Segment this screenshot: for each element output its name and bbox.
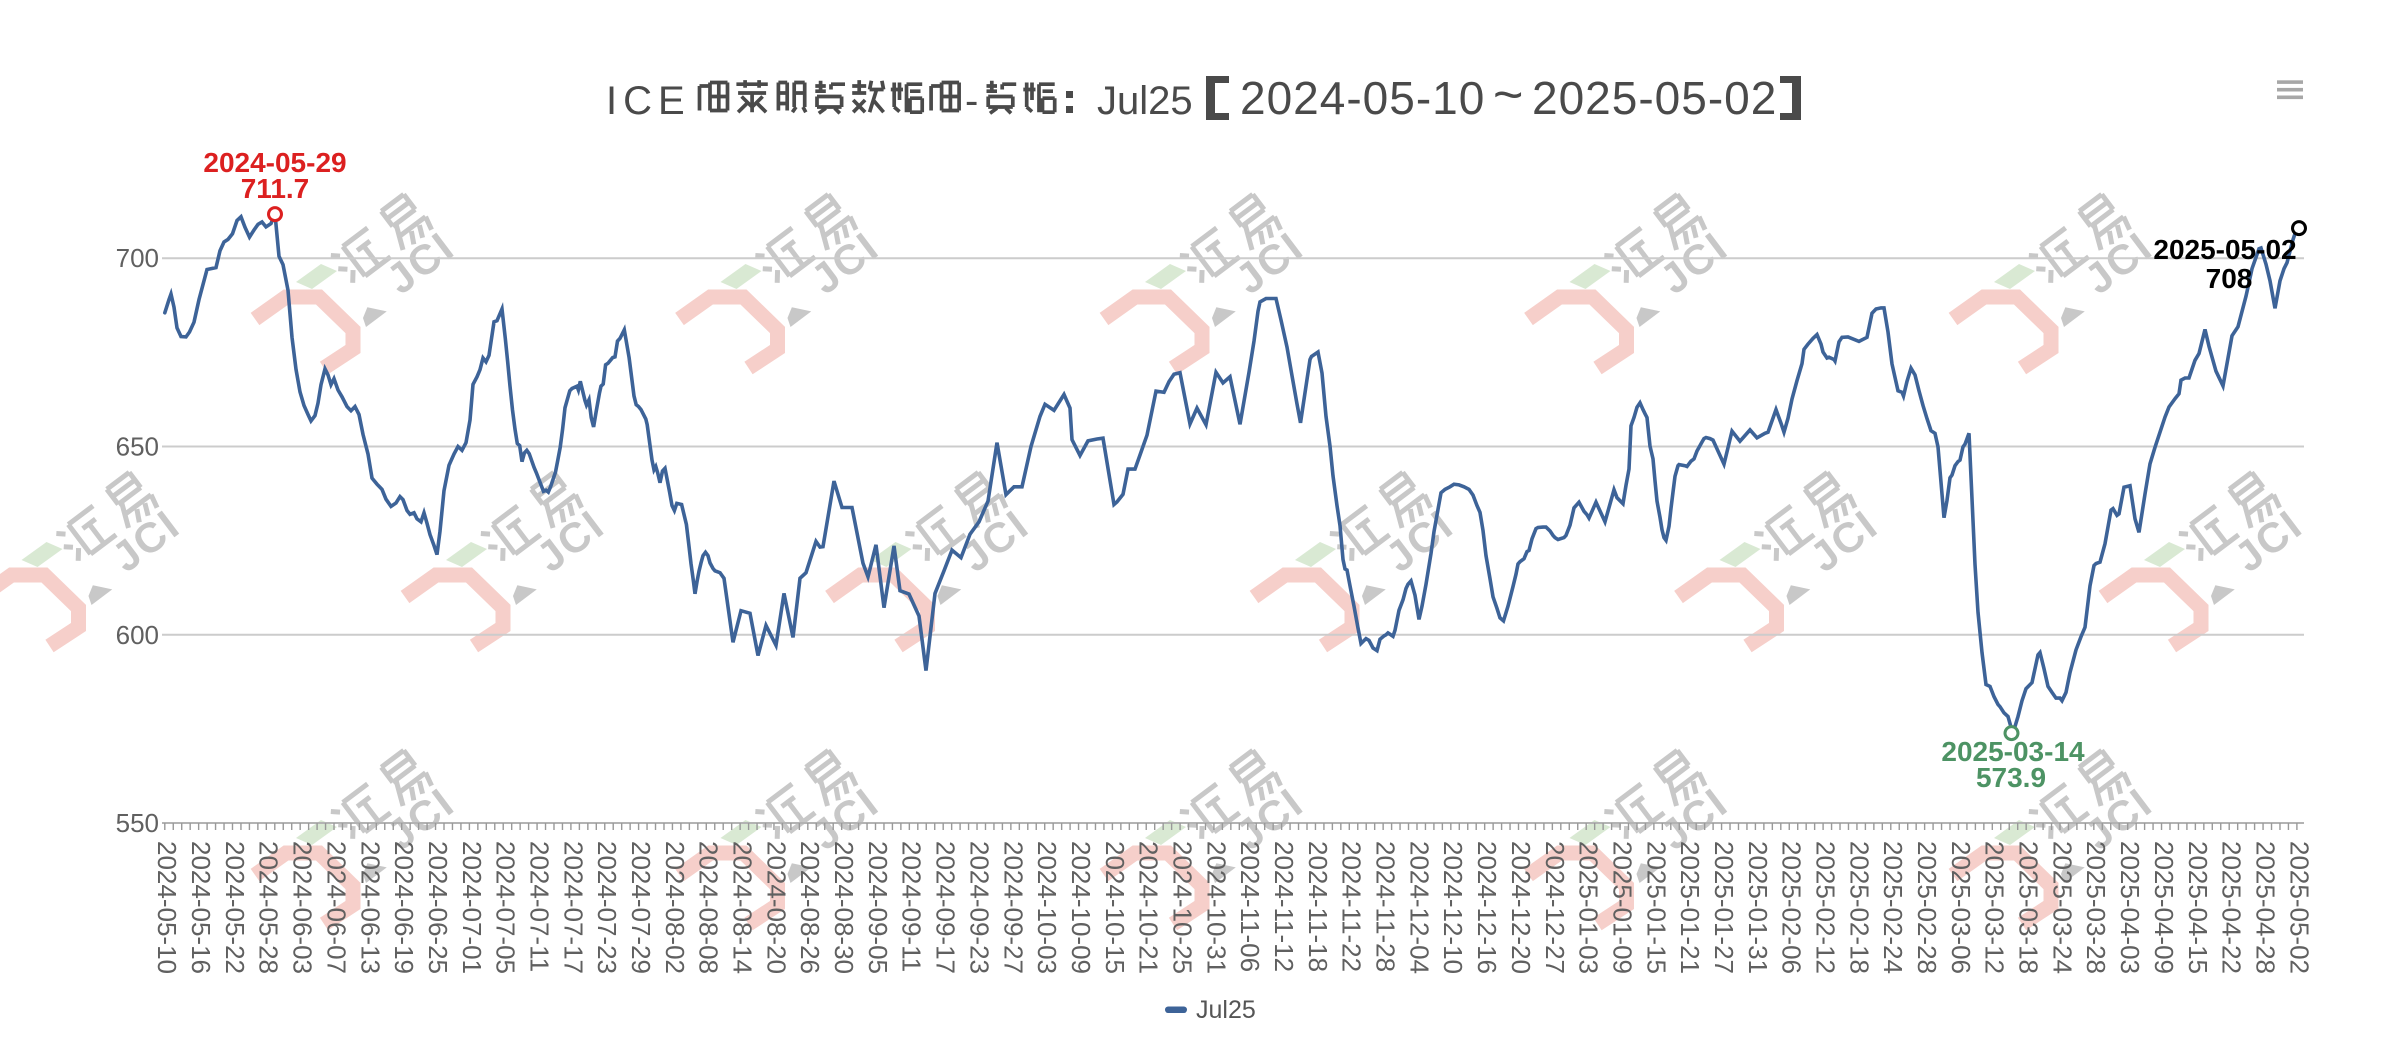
svg-text:2024-05-16: 2024-05-16 bbox=[186, 841, 216, 974]
svg-text:2025-03-24: 2025-03-24 bbox=[2047, 841, 2077, 974]
svg-text:2024-08-26: 2024-08-26 bbox=[795, 841, 825, 974]
svg-text:2024-06-07: 2024-06-07 bbox=[321, 841, 351, 974]
svg-text:2024-11-12: 2024-11-12 bbox=[1269, 841, 1299, 972]
svg-text:2024-10-31: 2024-10-31 bbox=[1201, 841, 1231, 974]
svg-text:2025-02-24: 2025-02-24 bbox=[1878, 841, 1908, 974]
svg-text:2024-08-30: 2024-08-30 bbox=[829, 841, 859, 974]
svg-text:2025-01-09: 2025-01-09 bbox=[1607, 841, 1637, 974]
svg-text:573.9: 573.9 bbox=[1976, 762, 2046, 793]
svg-text:2025-01-21: 2025-01-21 bbox=[1675, 841, 1705, 974]
svg-text:2025-03-14: 2025-03-14 bbox=[1941, 736, 2085, 767]
svg-text:2024-06-13: 2024-06-13 bbox=[355, 841, 385, 974]
svg-text:2025-01-27: 2025-01-27 bbox=[1709, 841, 1739, 974]
svg-text:2025-04-03: 2025-04-03 bbox=[2115, 841, 2145, 974]
svg-text:2025-03-18: 2025-03-18 bbox=[2014, 841, 2044, 974]
svg-text:2025-04-22: 2025-04-22 bbox=[2217, 841, 2247, 974]
svg-text:2024-10-15: 2024-10-15 bbox=[1100, 841, 1130, 974]
svg-text:2024-07-01: 2024-07-01 bbox=[457, 841, 487, 974]
svg-text:2024-08-02: 2024-08-02 bbox=[660, 841, 690, 974]
svg-text:Jul25: Jul25 bbox=[1097, 79, 1193, 123]
svg-text:2025-05-02: 2025-05-02 bbox=[1532, 72, 1777, 124]
svg-text:2024-09-23: 2024-09-23 bbox=[964, 841, 994, 974]
svg-text:~: ~ bbox=[1493, 66, 1524, 124]
svg-text:2024-05-22: 2024-05-22 bbox=[220, 841, 250, 974]
svg-text:2024-10-03: 2024-10-03 bbox=[1032, 841, 1062, 974]
svg-text:2025-01-31: 2025-01-31 bbox=[1743, 841, 1773, 974]
svg-text:2024-11-06: 2024-11-06 bbox=[1235, 841, 1265, 972]
svg-text:2024-05-10: 2024-05-10 bbox=[1240, 72, 1485, 124]
svg-text:2024-12-16: 2024-12-16 bbox=[1472, 841, 1502, 974]
svg-text:2024-09-11: 2024-09-11 bbox=[897, 841, 927, 972]
svg-text:2025-02-18: 2025-02-18 bbox=[1844, 841, 1874, 974]
svg-text:2025-04-15: 2025-04-15 bbox=[2183, 841, 2213, 974]
svg-text:2025-05-02: 2025-05-02 bbox=[2284, 841, 2314, 974]
svg-text:600: 600 bbox=[116, 620, 159, 650]
svg-text:2024-07-17: 2024-07-17 bbox=[558, 841, 588, 974]
svg-text:708: 708 bbox=[2206, 263, 2253, 294]
svg-text:2024-05-28: 2024-05-28 bbox=[254, 841, 284, 974]
svg-text:2025-03-06: 2025-03-06 bbox=[1946, 841, 1976, 974]
svg-text:2024-10-21: 2024-10-21 bbox=[1134, 841, 1164, 974]
svg-text:2024-06-25: 2024-06-25 bbox=[423, 841, 453, 974]
svg-text:2025-01-03: 2025-01-03 bbox=[1574, 841, 1604, 974]
svg-text:2024-12-20: 2024-12-20 bbox=[1506, 841, 1536, 974]
svg-text:2024-05-10: 2024-05-10 bbox=[152, 841, 182, 974]
svg-text:2024-07-23: 2024-07-23 bbox=[592, 841, 622, 974]
svg-text:Jul25: Jul25 bbox=[1196, 996, 1256, 1024]
svg-text:2024-09-27: 2024-09-27 bbox=[998, 841, 1028, 974]
svg-text:2025-02-28: 2025-02-28 bbox=[1912, 841, 1942, 974]
svg-text:650: 650 bbox=[116, 432, 159, 462]
svg-text:2024-08-14: 2024-08-14 bbox=[728, 841, 758, 974]
svg-text:ICE: ICE bbox=[606, 79, 691, 123]
svg-text:2025-01-15: 2025-01-15 bbox=[1641, 841, 1671, 974]
svg-text:2024-12-04: 2024-12-04 bbox=[1404, 841, 1434, 974]
svg-text:2024-08-20: 2024-08-20 bbox=[761, 841, 791, 974]
svg-text:2024-07-29: 2024-07-29 bbox=[626, 841, 656, 974]
svg-text:2024-12-10: 2024-12-10 bbox=[1438, 841, 1468, 974]
svg-text:2024-08-08: 2024-08-08 bbox=[694, 841, 724, 974]
svg-text:550: 550 bbox=[116, 808, 159, 838]
svg-text:2024-05-29: 2024-05-29 bbox=[203, 147, 346, 178]
svg-text:2025-03-12: 2025-03-12 bbox=[1980, 841, 2010, 974]
svg-text:2024-06-19: 2024-06-19 bbox=[389, 841, 419, 974]
svg-text:2024-12-27: 2024-12-27 bbox=[1540, 841, 1570, 974]
svg-text:2025-03-28: 2025-03-28 bbox=[2081, 841, 2111, 974]
svg-text:2024-09-05: 2024-09-05 bbox=[863, 841, 893, 974]
svg-text:711.7: 711.7 bbox=[241, 173, 310, 204]
svg-text:2024-11-18: 2024-11-18 bbox=[1303, 841, 1333, 972]
svg-text:2025-02-06: 2025-02-06 bbox=[1777, 841, 1807, 974]
svg-text:2024-07-11: 2024-07-11 bbox=[525, 841, 555, 972]
svg-text:-: - bbox=[965, 79, 978, 123]
svg-text:2025-04-09: 2025-04-09 bbox=[2149, 841, 2179, 974]
svg-text:2024-11-28: 2024-11-28 bbox=[1371, 841, 1401, 972]
svg-text:2025-02-12: 2025-02-12 bbox=[1811, 841, 1841, 974]
svg-text:2024-09-17: 2024-09-17 bbox=[931, 841, 961, 974]
svg-text:2024-06-03: 2024-06-03 bbox=[288, 841, 318, 974]
svg-text:2024-11-22: 2024-11-22 bbox=[1337, 841, 1367, 972]
svg-text:2024-07-05: 2024-07-05 bbox=[491, 841, 521, 974]
svg-text:2024-10-09: 2024-10-09 bbox=[1066, 841, 1096, 974]
svg-text:700: 700 bbox=[116, 243, 159, 273]
svg-text:2024-10-25: 2024-10-25 bbox=[1168, 841, 1198, 974]
svg-text:2025-05-02: 2025-05-02 bbox=[2153, 234, 2296, 265]
svg-text:2025-04-28: 2025-04-28 bbox=[2251, 841, 2281, 974]
